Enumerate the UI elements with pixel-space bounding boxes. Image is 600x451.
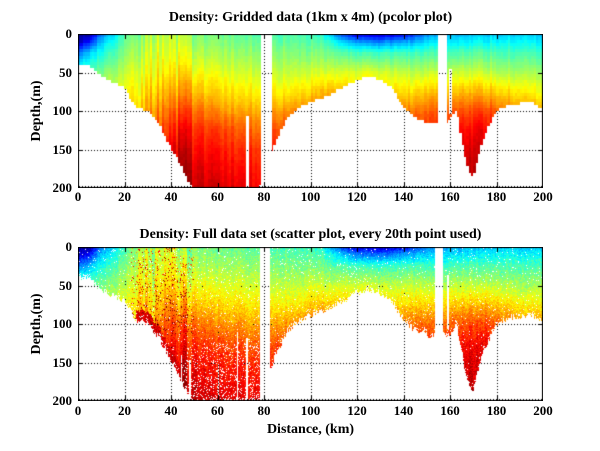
x-tick-label: 160 xyxy=(440,189,460,204)
y-tick-label: 200 xyxy=(52,393,73,408)
y-tick-label: 100 xyxy=(52,316,73,331)
bottom-plot-title: Density: Full data set (scatter plot, ev… xyxy=(139,227,482,242)
x-tick-label: 180 xyxy=(486,403,507,418)
y-tick-label: 150 xyxy=(52,141,73,157)
top-plot-title: Density: Gridded data (1km x 4m) (pcolor… xyxy=(168,10,453,25)
x-tick-label: 20 xyxy=(118,189,131,204)
y-tick-label: 150 xyxy=(52,354,73,370)
y-tick-label: 200 xyxy=(52,180,73,195)
x-tick-label: 120 xyxy=(347,403,367,418)
x-tick-label: 140 xyxy=(393,403,414,418)
x-tick-label: 120 xyxy=(347,189,367,204)
x-tick-label: 40 xyxy=(164,189,178,204)
x-tick-label: 140 xyxy=(393,189,414,204)
y-tick-label: 50 xyxy=(59,64,72,80)
x-tick-label: 0 xyxy=(74,189,82,204)
x-tick-label: 80 xyxy=(257,189,271,204)
x-tick-label: 40 xyxy=(164,403,178,418)
x-tick-label: 80 xyxy=(257,403,271,418)
y-tick-label: 50 xyxy=(59,277,72,293)
x-axis-label: Distance, (km) xyxy=(266,422,355,437)
y-tick-label: 0 xyxy=(65,239,73,254)
x-tick-label: 0 xyxy=(74,403,82,418)
x-tick-label: 20 xyxy=(118,403,131,418)
x-tick-label: 160 xyxy=(440,403,460,418)
y-tick-label: 100 xyxy=(52,103,73,118)
x-tick-label: 100 xyxy=(300,403,321,418)
pcolor-plot-canvas[interactable] xyxy=(78,34,543,188)
x-tick-label: 100 xyxy=(300,189,321,204)
x-tick-label: 200 xyxy=(533,189,553,204)
x-tick-label: 180 xyxy=(486,189,507,204)
x-tick-label: 60 xyxy=(211,189,224,204)
scatter-plot-canvas[interactable] xyxy=(78,247,543,401)
x-tick-label: 200 xyxy=(533,403,553,418)
x-tick-label: 60 xyxy=(211,403,224,418)
y-tick-label: 0 xyxy=(65,26,73,41)
